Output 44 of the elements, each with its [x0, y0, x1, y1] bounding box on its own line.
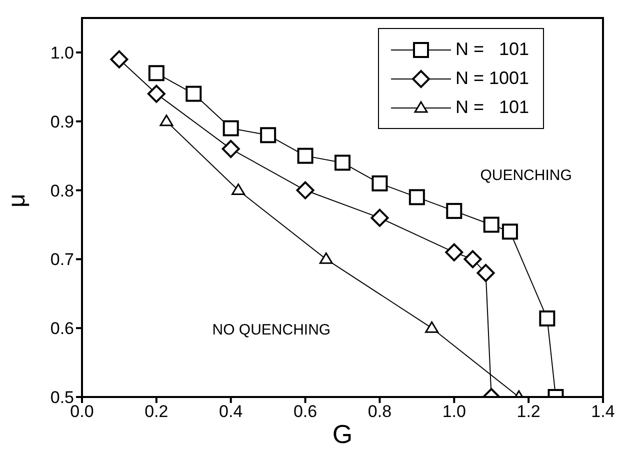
legend-label: N = 1001 — [455, 68, 529, 89]
legend-label: N = 101 — [455, 39, 529, 60]
point — [334, 154, 350, 171]
x-tick-label: 0.4 — [219, 402, 243, 422]
legend-label: N = 101 — [455, 97, 529, 118]
point — [464, 250, 482, 268]
point — [372, 175, 388, 192]
x-tick-label: 0.8 — [368, 402, 392, 422]
point — [483, 216, 500, 233]
x-tick-label: 0.2 — [144, 402, 168, 422]
point — [222, 120, 239, 136]
point — [296, 181, 314, 200]
point — [160, 114, 174, 126]
x-tick-label: 1.0 — [442, 402, 466, 422]
point — [297, 148, 314, 164]
point — [232, 184, 246, 196]
y-tick-label: 0.8 — [50, 181, 74, 200]
x-tick-label: 1.4 — [591, 402, 615, 422]
point — [446, 202, 462, 219]
y-tick-label: 0.6 — [50, 319, 74, 338]
x-tick-label: 0.6 — [293, 402, 318, 422]
y-tick-label: 1.0 — [50, 43, 74, 62]
x-tick-label: 1.2 — [516, 402, 540, 422]
x-tick-label: 0.0 — [70, 402, 94, 422]
point — [186, 86, 202, 102]
annotation: NO QUENCHING — [212, 321, 331, 338]
annotation: QUENCHING — [480, 166, 572, 184]
point — [539, 310, 556, 326]
point — [370, 208, 389, 227]
y-axis-title: μ — [4, 194, 31, 208]
point — [476, 264, 495, 282]
point — [222, 140, 240, 158]
y-tick-label: 0.7 — [50, 250, 74, 270]
point — [408, 189, 425, 206]
point — [319, 252, 333, 264]
point — [502, 224, 518, 240]
point — [260, 127, 276, 144]
point — [110, 50, 128, 68]
point — [445, 243, 464, 262]
y-tick-label: 0.9 — [50, 112, 74, 132]
point — [425, 321, 439, 333]
point — [147, 84, 166, 103]
point — [148, 65, 164, 82]
x-axis-title: G — [332, 419, 353, 449]
